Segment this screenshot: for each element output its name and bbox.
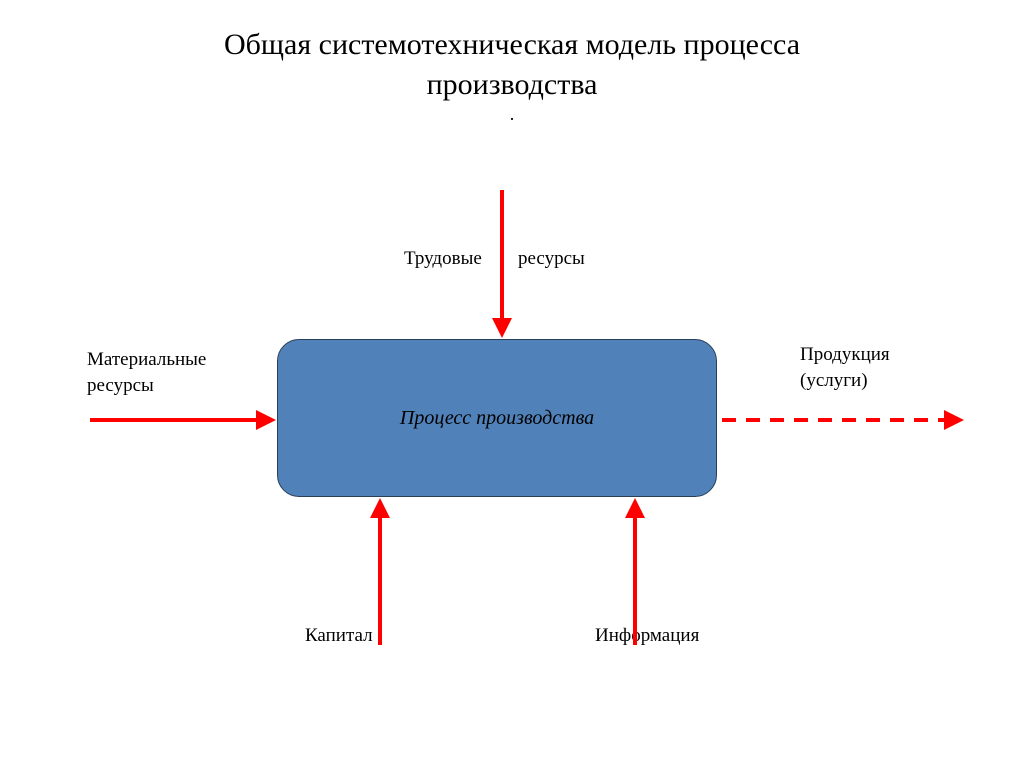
top-arrow-label-left: Трудовые (404, 248, 482, 270)
right-arrow-label-2: (услуги) (800, 370, 868, 392)
bottom-left-arrow-label: Капитал (305, 625, 373, 647)
diagram-title-line2: производства (0, 68, 1024, 102)
bottom-right-arrow-label: Информация (595, 625, 699, 647)
diagram-title-line1: Общая системотехническая модель процесса (0, 28, 1024, 62)
process-box-label: Процесс производства (400, 407, 594, 430)
top-arrow-label-right: ресурсы (518, 248, 585, 270)
left-arrow-label-2: ресурсы (87, 375, 154, 397)
right-arrow-label-1: Продукция (800, 344, 890, 366)
process-box: Процесс производства (277, 339, 717, 497)
diagram-title-dot: . (0, 104, 1024, 125)
left-arrow-label-1: Материальные (87, 349, 206, 371)
